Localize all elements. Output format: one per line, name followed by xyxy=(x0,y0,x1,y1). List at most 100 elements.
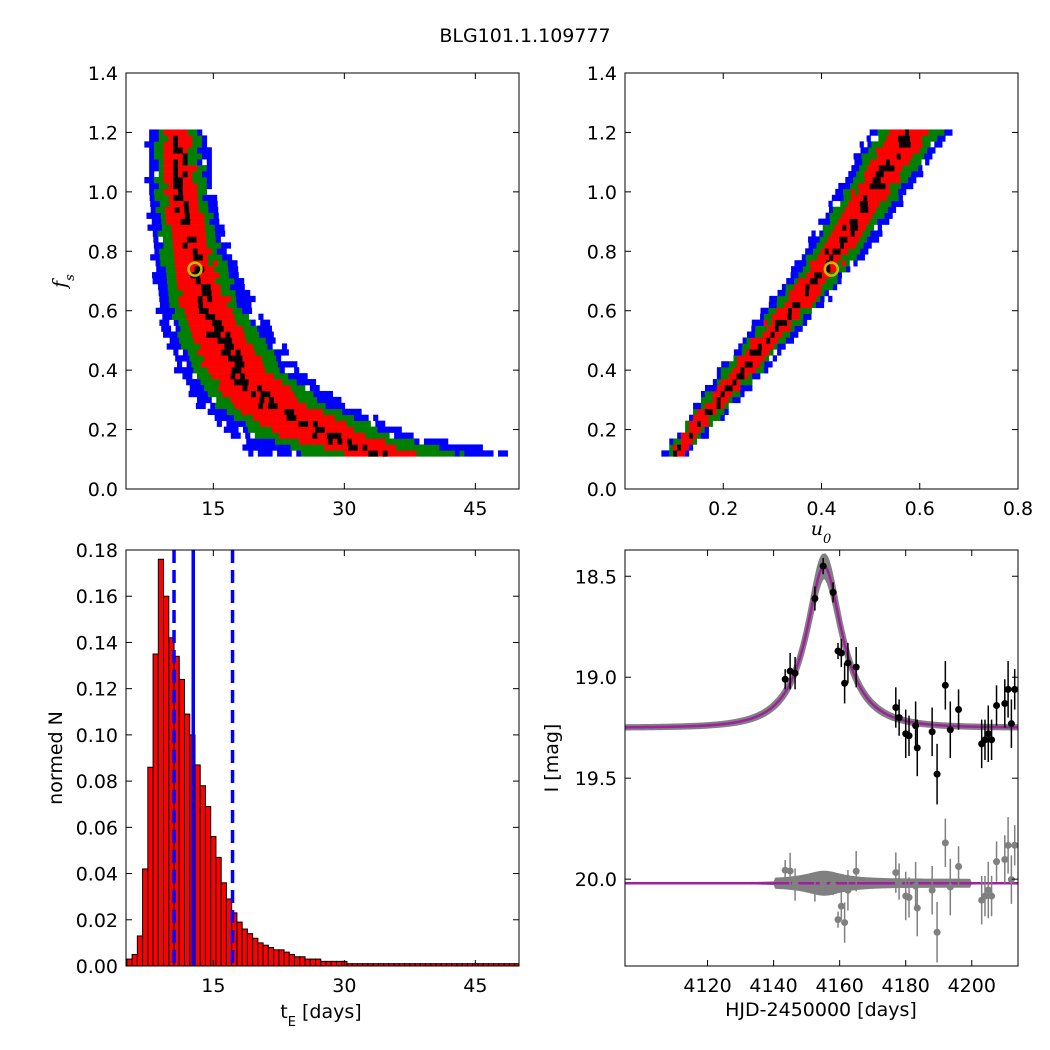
cell-2sigma xyxy=(825,283,830,291)
cell-1sigma xyxy=(241,337,247,344)
cell-1sigma xyxy=(165,212,171,219)
cell-1sigma xyxy=(243,343,249,350)
cell-2sigma xyxy=(192,147,198,154)
cell-3sigma xyxy=(252,444,258,451)
cell-2sigma xyxy=(192,159,198,166)
cell-1sigma xyxy=(681,450,686,457)
cell-1sigma xyxy=(182,129,188,136)
plot-area xyxy=(144,129,508,457)
cell-1sigma xyxy=(266,385,272,392)
cell-1sigma xyxy=(170,212,176,219)
cell-1sigma xyxy=(818,260,823,267)
cell-3sigma xyxy=(777,349,782,356)
y-tick-label: 18.5 xyxy=(575,566,617,588)
cell-2sigma xyxy=(294,438,300,445)
hist-bar xyxy=(142,868,149,966)
cell-2sigma xyxy=(716,408,721,416)
cell-1sigma xyxy=(188,194,194,202)
cell-2sigma xyxy=(167,283,173,291)
cell-2sigma xyxy=(319,444,325,451)
cell-density-peak xyxy=(242,385,248,392)
cell-3sigma xyxy=(794,266,800,273)
cell-3sigma xyxy=(736,396,741,404)
cell-1sigma xyxy=(182,283,188,291)
cell-2sigma xyxy=(163,182,169,190)
cell-1sigma xyxy=(756,361,761,368)
y-tick-label: 0.06 xyxy=(76,817,118,839)
cell-3sigma xyxy=(925,159,930,166)
cell-1sigma xyxy=(880,177,885,184)
cell-1sigma xyxy=(192,242,198,249)
cell-1sigma xyxy=(377,450,384,457)
cell-1sigma xyxy=(270,390,276,398)
cell-1sigma xyxy=(696,414,702,421)
cell-density-peak xyxy=(225,331,231,338)
cell-2sigma xyxy=(314,444,320,451)
cell-1sigma xyxy=(201,236,207,243)
cell-2sigma xyxy=(777,295,782,303)
cell-3sigma xyxy=(156,272,162,279)
cell-2sigma xyxy=(254,349,261,356)
cell-3sigma xyxy=(760,313,765,320)
cell-2sigma xyxy=(700,402,706,410)
cell-3sigma xyxy=(221,248,227,255)
cell-1sigma xyxy=(253,402,259,410)
data-point xyxy=(1001,699,1009,707)
cell-1sigma xyxy=(924,129,929,136)
cell-2sigma xyxy=(836,206,842,213)
cell-2sigma xyxy=(257,343,264,350)
residual-point xyxy=(946,883,954,891)
cell-3sigma xyxy=(885,218,890,225)
cell-2sigma xyxy=(160,206,166,213)
cell-1sigma xyxy=(808,295,813,303)
cell-2sigma xyxy=(159,254,165,261)
cell-2sigma xyxy=(799,313,804,320)
cell-3sigma xyxy=(873,129,878,136)
cell-1sigma xyxy=(249,361,255,368)
cell-3sigma xyxy=(224,414,230,421)
cell-3sigma xyxy=(677,432,682,439)
cell-2sigma xyxy=(261,355,267,362)
cell-2sigma xyxy=(252,325,258,332)
cell-2sigma xyxy=(883,200,888,208)
cell-1sigma xyxy=(279,408,285,416)
cell-1sigma xyxy=(187,141,193,148)
cell-2sigma xyxy=(315,402,322,410)
cell-1sigma xyxy=(387,450,393,457)
cell-1sigma xyxy=(344,450,350,457)
cell-density-peak xyxy=(205,313,211,320)
cell-1sigma xyxy=(222,307,229,314)
cell-2sigma xyxy=(861,153,866,160)
cell-3sigma xyxy=(157,224,163,231)
cell-2sigma xyxy=(843,188,848,196)
cell-1sigma xyxy=(204,325,210,332)
cell-3sigma xyxy=(325,402,331,410)
cell-density-peak xyxy=(753,349,758,356)
cell-1sigma xyxy=(296,414,302,421)
cell-1sigma xyxy=(857,218,862,225)
x-tick-label: 45 xyxy=(463,975,487,997)
cell-1sigma xyxy=(861,182,867,190)
cell-2sigma xyxy=(763,313,769,320)
cell-1sigma xyxy=(257,414,263,421)
cell-3sigma xyxy=(750,331,756,338)
cell-3sigma xyxy=(230,283,236,291)
cell-2sigma xyxy=(708,414,713,421)
cell-1sigma xyxy=(252,385,258,392)
cell-density-peak xyxy=(173,135,179,142)
cell-2sigma xyxy=(269,349,275,356)
residual-point xyxy=(1007,876,1015,884)
cell-2sigma xyxy=(806,260,811,267)
cell-3sigma xyxy=(326,396,332,404)
cell-1sigma xyxy=(752,361,757,368)
cell-2sigma xyxy=(202,367,208,374)
cell-1sigma xyxy=(837,218,843,225)
cell-density-peak xyxy=(173,159,179,166)
cell-1sigma xyxy=(263,402,269,410)
cell-density-peak xyxy=(227,337,233,344)
cell-1sigma xyxy=(871,165,876,172)
cell-1sigma xyxy=(281,426,287,433)
cell-1sigma xyxy=(770,337,775,344)
cell-3sigma xyxy=(274,349,280,356)
cell-3sigma xyxy=(870,236,876,243)
